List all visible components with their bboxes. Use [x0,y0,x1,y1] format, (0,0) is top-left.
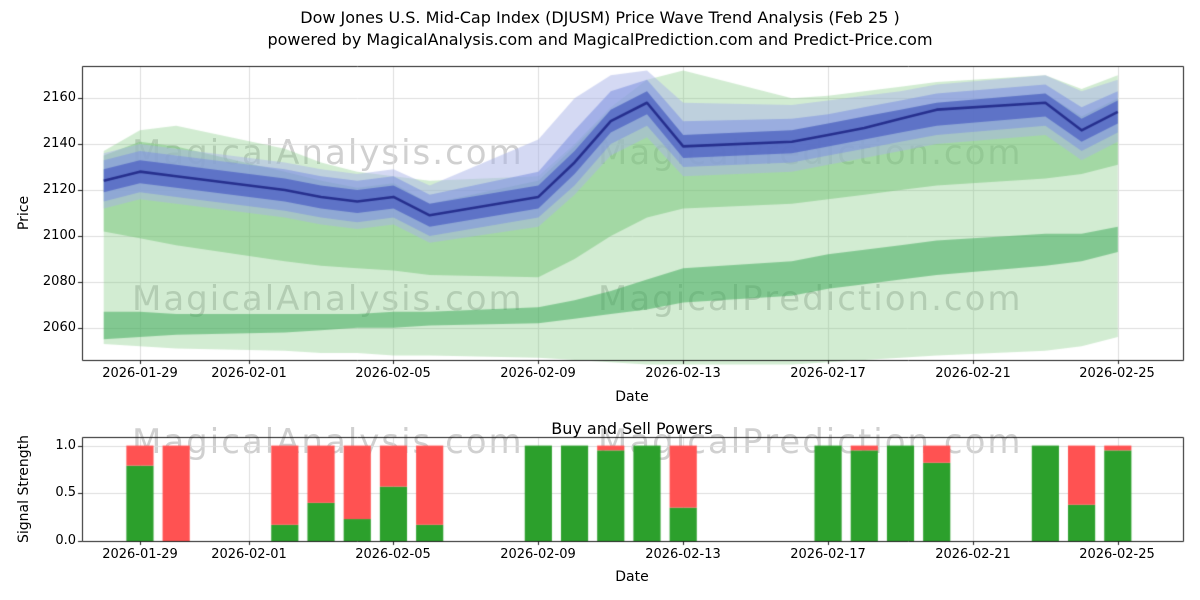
signal-x-axis-label: Date [615,569,649,585]
signal-x-tick: 2026-02-09 [500,547,576,562]
price-y-tick: 2080 [42,274,76,289]
price-x-tick: 2026-01-29 [102,366,178,381]
price-x-tick: 2026-02-09 [500,366,576,381]
figure-title: Dow Jones U.S. Mid-Cap Index (DJUSM) Pri… [0,7,1200,51]
price-y-tick: 2100 [42,228,76,243]
price-y-tick: 2140 [42,136,76,151]
signal-x-tick: 2026-01-29 [102,547,178,562]
price-x-tick: 2026-02-21 [935,366,1011,381]
price-x-axis-label: Date [615,389,649,405]
price-x-tick: 2026-02-13 [645,366,721,381]
signal-y-tick: 1.0 [55,438,76,453]
price-x-tick: 2026-02-05 [355,366,431,381]
signal-x-tick: 2026-02-25 [1079,547,1155,562]
price-y-tick: 2060 [42,320,76,335]
signal-y-tick: 0.5 [55,485,76,500]
signal-x-tick: 2026-02-01 [211,547,287,562]
price-x-tick: 2026-02-25 [1079,366,1155,381]
signal-x-tick: 2026-02-17 [790,547,866,562]
price-y-tick: 2120 [42,182,76,197]
price-y-tick: 2160 [42,90,76,105]
signal-y-tick: 0.0 [55,533,76,548]
price-x-tick: 2026-02-01 [211,366,287,381]
figure-title-line2: powered by MagicalAnalysis.com and Magic… [267,30,933,49]
price-x-tick: 2026-02-17 [790,366,866,381]
signal-x-tick: 2026-02-13 [645,547,721,562]
signal-x-tick: 2026-02-05 [355,547,431,562]
signal-x-tick: 2026-02-21 [935,547,1011,562]
figure-title-line1: Dow Jones U.S. Mid-Cap Index (DJUSM) Pri… [300,8,900,27]
signal-chart-title: Buy and Sell Powers [551,419,713,438]
